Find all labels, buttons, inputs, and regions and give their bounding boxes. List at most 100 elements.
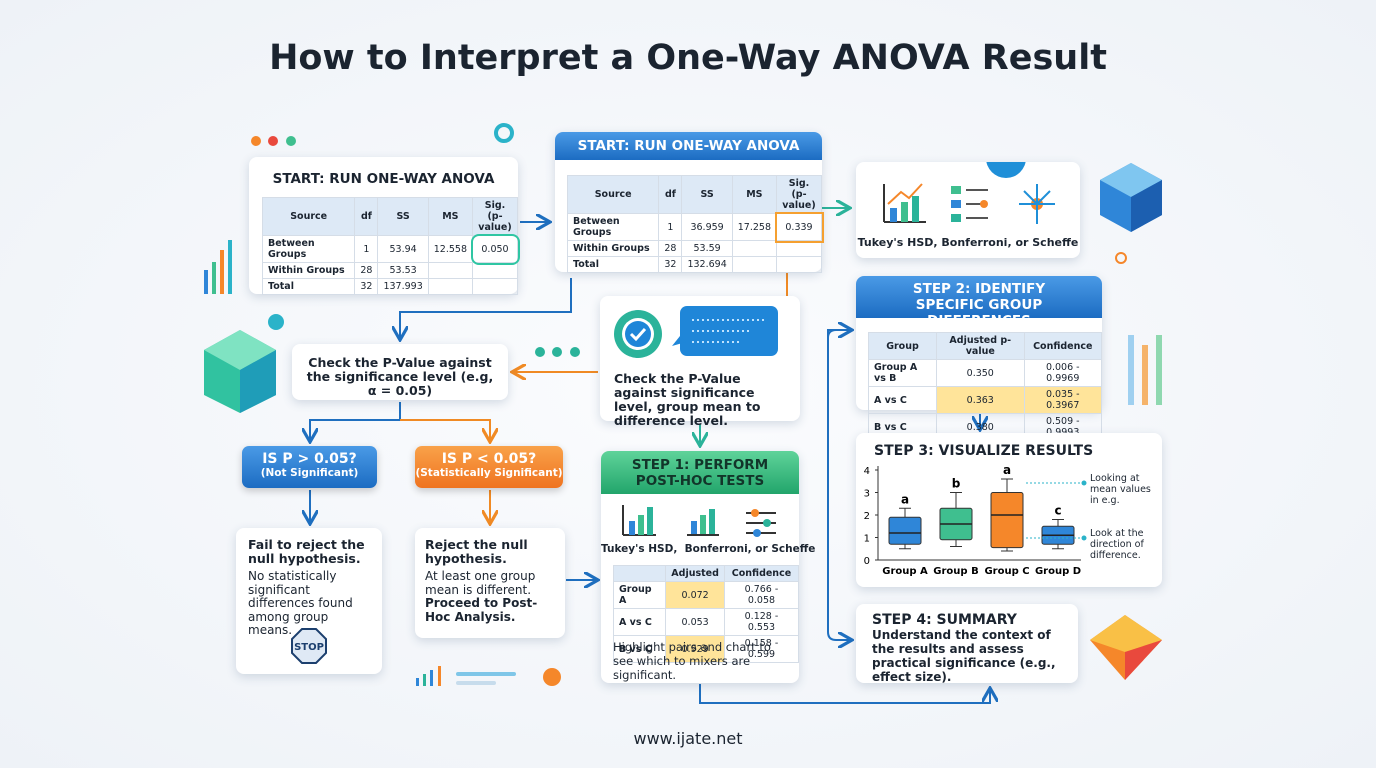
table-row: Within Groups 28 53.53: [261, 262, 518, 279]
title: IS P > 0.05?: [262, 451, 357, 467]
table-cell: 28: [354, 262, 379, 279]
header-cell: df: [354, 197, 379, 236]
y-tick-label: 0: [864, 556, 870, 567]
table-cell: 0.509 - 0.9993: [1023, 413, 1103, 441]
table-row: A vs C 0.363 0.035 - 0.3967: [868, 386, 1103, 414]
header-cell: Confidence: [1023, 332, 1103, 360]
header-cell: Adjusted: [665, 565, 725, 582]
note: Highlight pairs and chart to see which t…: [613, 640, 771, 682]
table: Adjusted Confidence Group A 0.072 0.766 - 0.…: [612, 565, 800, 663]
anova-table: Source df SS MS Sig. (p-value) Between Groups…: [261, 197, 520, 295]
emphasis: Proceed to Post-Hoc Analysis.: [425, 596, 538, 624]
x-tick-label: Group D: [1035, 566, 1081, 577]
y-tick-label: 3: [864, 489, 870, 500]
header-cell: df: [658, 175, 683, 214]
heading: Fail to reject the null hypothesis.: [248, 537, 365, 566]
table-cell: [776, 240, 822, 257]
table-cell: Within Groups: [566, 240, 660, 257]
title: STEP 4: SUMMARY: [872, 612, 1017, 628]
table-cell: 53.94: [377, 235, 429, 263]
table-cell: 0.128 - 0.553: [723, 608, 800, 636]
table-cell: 1: [658, 213, 683, 241]
group-letter: a: [1003, 463, 1011, 477]
header-row: Source df SS MS Sig. (p-value): [566, 175, 822, 214]
table-cell: 32: [354, 278, 379, 295]
text: Understand the context of the results an…: [872, 628, 1056, 684]
table-cell: [731, 240, 778, 257]
subtitle: (Not Significant): [260, 467, 359, 479]
table-cell: B vs C: [612, 635, 667, 663]
table-cell: A vs C: [612, 608, 667, 636]
table-cell: Group A: [612, 581, 667, 609]
note-text: Looking at mean values in e.g.: [1090, 473, 1151, 506]
note-dot: [1081, 480, 1087, 486]
x-tick-label: Group C: [984, 566, 1029, 577]
table-cell: 32: [658, 256, 683, 273]
table-cell: 1: [354, 235, 379, 263]
footer: www.ijate.net: [633, 729, 743, 748]
header-cell: Adjusted p-value: [935, 332, 1025, 360]
box-plot: 0 1 2 3 4 a Group A b Group B a Group C c Group D Loo…: [864, 463, 1151, 577]
start-box: START: RUN ONE-WAY ANOVA Source df SS MS Sig…: [555, 132, 824, 273]
table-cell: [472, 262, 518, 279]
y-tick-label: 1: [864, 534, 870, 545]
reject-box: Reject the null hypothesis. At least one…: [415, 528, 565, 638]
posthoc-table: Adjusted Confidence Group A 0.072 0.766 - 0.…: [612, 565, 800, 663]
table-row: B vs C 0.929 0.158 - 0.599: [612, 635, 800, 663]
table-cell: [427, 262, 474, 279]
decorations: [204, 123, 1162, 686]
check-icons: [614, 306, 778, 358]
table-cell: A vs C: [868, 386, 937, 414]
y-tick-label: 4: [864, 466, 870, 477]
table-cell: 53.59: [681, 240, 733, 257]
table-row: Total 32 132.694: [566, 256, 822, 273]
table-cell: 0.158 - 0.599: [723, 635, 800, 663]
group-letter: b: [952, 477, 961, 491]
text: Check the P-Value against significance l…: [614, 371, 761, 428]
table: Source df SS MS Sig. (p-value) Between Groups…: [566, 175, 824, 273]
table-cell: 17.258: [731, 213, 778, 241]
header-cell: Source: [566, 175, 660, 214]
title: How to Interpret a One-Way ANOVA Result: [269, 38, 1107, 78]
start-table-box: START: RUN ONE-WAY ANOVA Source df SS MS Sig…: [249, 157, 520, 295]
check-box: Check the P-Value against the significan…: [292, 344, 508, 400]
header-cell: SS: [377, 197, 429, 236]
box: [888, 516, 922, 545]
note: Looking at mean values in e.g.: [1090, 473, 1151, 506]
table-cell: Total: [566, 256, 660, 273]
table-row: A vs C 0.053 0.128 - 0.553: [612, 608, 800, 636]
table: Source df SS MS Sig. (p-value) Between Groups…: [261, 197, 520, 295]
caption: Tukey's HSD, Bonferroni, or Scheffe: [601, 543, 816, 555]
header-cell: Group: [868, 332, 937, 360]
table-row: Total 32 137.993: [261, 278, 518, 295]
table-cell: [776, 256, 822, 273]
table: Group Adjusted p-value Confidence Group A v…: [868, 332, 1103, 441]
header-cell: Sig. (p-value): [776, 175, 822, 214]
table-cell: 36.959: [681, 213, 733, 241]
table-row: Group A 0.072 0.766 - 0.058: [612, 581, 800, 609]
title: IS P < 0.05?: [441, 451, 537, 467]
not-significant-pill: IS P > 0.05? (Not Significant): [242, 446, 377, 488]
table-cell: 28: [658, 240, 683, 257]
text: At least one group mean is different.: [425, 569, 536, 597]
table-cell: Total: [261, 278, 356, 295]
step4-box: STEP 4: SUMMARY Understand the context o…: [856, 604, 1078, 684]
header-row: Source df SS MS Sig. (p-value): [261, 197, 518, 236]
header-cell: Confidence: [723, 565, 800, 582]
step1-box: STEP 1: PERFORM POST-HOC TESTS Tukey's H…: [601, 451, 816, 683]
table-cell: 132.694: [681, 256, 733, 273]
note-dot: [1081, 535, 1087, 541]
table-cell: Between Groups: [261, 235, 356, 263]
group-table: Group Adjusted p-value Confidence Group A v…: [868, 332, 1103, 441]
table-cell: 0.929: [665, 635, 725, 663]
group-letter: a: [901, 492, 909, 506]
header-cell: SS: [681, 175, 733, 214]
caption: Tukey's HSD, Bonferroni, or Scheffe: [857, 236, 1079, 249]
x-tick-label: Group A: [882, 566, 928, 577]
table-row: Within Groups 28 53.59: [566, 240, 822, 257]
check-box-center: Check the P-Value against significance l…: [600, 296, 800, 428]
group-letter: c: [1054, 504, 1061, 518]
header-cell: MS: [427, 197, 474, 236]
